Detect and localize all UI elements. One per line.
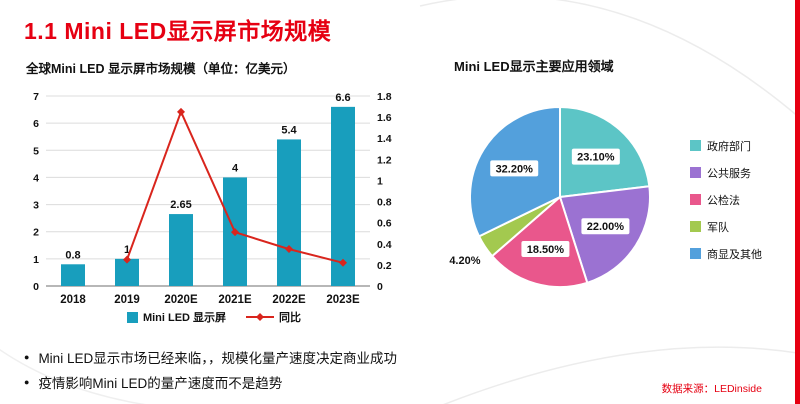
svg-text:0.6: 0.6	[377, 218, 392, 230]
bullet-text: Mini LED显示市场已经来临，，规模化量产速度决定商业成功	[38, 351, 397, 366]
bar-series-swatch	[126, 311, 138, 323]
pie-legend-label: 公检法	[707, 194, 740, 207]
svg-text:0: 0	[377, 281, 383, 293]
svg-text:2020E: 2020E	[164, 294, 198, 306]
pie-legend-item-3: 军队	[690, 219, 762, 235]
pie-legend-item-2: 公检法	[690, 192, 762, 208]
pie-legend-swatch	[690, 167, 701, 178]
svg-text:4: 4	[33, 172, 39, 184]
line-marker	[231, 228, 239, 237]
svg-text:1.8: 1.8	[377, 91, 392, 103]
pie-legend-swatch	[690, 140, 701, 151]
svg-text:2: 2	[33, 227, 39, 239]
right-edge-accent-bar	[795, 0, 800, 404]
bar-legend: Mini LED 显示屏 同比	[20, 309, 408, 325]
market-size-chart-section: 全球Mini LED 显示屏市场规模（单位：亿美元） 0 1 2 3 4 5 6 7 0 0.2 0…	[20, 58, 420, 325]
bullet-dot-icon: ●	[24, 376, 30, 387]
bar-2020E	[169, 214, 193, 286]
pie-legend-item-4: 商显及其他	[690, 246, 762, 262]
bar-2018	[61, 264, 85, 286]
legend-item-line-series: 同比	[246, 309, 301, 325]
application-areas-section: Mini LED显示主要应用领域 23.10% 22.00% 18.50% 4.20%…	[438, 56, 790, 322]
svg-text:0.8: 0.8	[65, 249, 80, 261]
svg-text:6: 6	[33, 118, 39, 130]
svg-text:2022E: 2022E	[272, 294, 306, 306]
pie-legend-item-1: 公共服务	[690, 165, 762, 181]
pie-slice-1	[558, 185, 651, 285]
bar-line-chart: 0 1 2 3 4 5 6 7 0 0.2 0.4 0.6 0.8 1 1.2 1.4 1.6 1.8 0.8 201…	[33, 91, 392, 306]
svg-text:0.4: 0.4	[377, 239, 392, 251]
svg-text:0.8: 0.8	[377, 197, 392, 209]
svg-text:6.6: 6.6	[335, 92, 350, 104]
key-points: ● Mini LED显示市场已经来临，，规模化量产速度决定商业成功 ● 疫情影响…	[24, 347, 397, 397]
bar-chart-title: 全球Mini LED 显示屏市场规模（单位：亿美元）	[26, 62, 296, 76]
svg-text:0.2: 0.2	[377, 260, 392, 272]
pie-chart: 23.10% 22.00% 18.50% 4.20% 32.20%	[440, 105, 651, 288]
pie-legend-label: 商显及其他	[707, 248, 762, 261]
svg-text:1: 1	[124, 244, 130, 256]
svg-text:2021E: 2021E	[218, 294, 252, 306]
line-series-marker-icon	[246, 313, 275, 321]
svg-text:4.20%: 4.20%	[449, 255, 480, 267]
svg-text:1.2: 1.2	[377, 154, 392, 166]
pie-legend-label: 军队	[707, 221, 729, 234]
bullet-line: ● 疫情影响Mini LED的量产速度而不是趋势	[24, 372, 397, 392]
bullet-text: 疫情影响Mini LED的量产速度而不是趋势	[38, 376, 283, 391]
bar-series-label: Mini LED 显示屏	[142, 312, 227, 324]
svg-text:22.00%: 22.00%	[587, 221, 625, 233]
pie-legend-label: 政府部门	[707, 140, 751, 153]
pie-legend-swatch	[690, 248, 701, 259]
svg-text:23.10%: 23.10%	[577, 152, 615, 164]
svg-text:1.4: 1.4	[377, 133, 392, 145]
svg-text:2018: 2018	[60, 294, 86, 306]
svg-text:2019: 2019	[114, 294, 140, 306]
svg-text:0: 0	[33, 281, 39, 293]
data-source-note: 数据来源：LEDinside	[661, 383, 762, 395]
svg-text:18.50%: 18.50%	[527, 244, 565, 256]
svg-text:7: 7	[33, 91, 39, 103]
line-series-label: 同比	[279, 312, 302, 324]
svg-text:2023E: 2023E	[326, 294, 360, 306]
bullet-line: ● Mini LED显示市场已经来临，，规模化量产速度决定商业成功	[24, 347, 397, 367]
svg-text:2.65: 2.65	[170, 199, 191, 211]
line-marker	[339, 258, 347, 267]
pie-legend-swatch	[690, 221, 701, 232]
svg-text:3: 3	[33, 200, 39, 212]
pie-legend: 政府部门公共服务公检法军队商显及其他	[690, 138, 762, 262]
line-marker	[123, 255, 131, 264]
pie-chart-title: Mini LED显示主要应用领域	[454, 59, 614, 74]
svg-text:5.4: 5.4	[281, 124, 297, 136]
svg-text:32.20%: 32.20%	[496, 163, 534, 175]
svg-text:1: 1	[33, 254, 39, 266]
legend-item-bar-series: Mini LED 显示屏	[126, 309, 227, 325]
svg-text:4: 4	[232, 162, 239, 174]
svg-text:5: 5	[33, 145, 39, 157]
page-title: 1.1 Mini LED显示屏市场规模	[24, 18, 332, 44]
svg-text:1.6: 1.6	[377, 112, 392, 124]
bar-2023E	[331, 106, 355, 286]
pie-wrap: 23.10% 22.00% 18.50% 4.20% 32.20% 政府部门公共服务公检…	[438, 77, 790, 322]
bullet-dot-icon: ●	[24, 351, 30, 362]
pie-legend-item-0: 政府部门	[690, 138, 762, 154]
pie-legend-label: 公共服务	[707, 167, 751, 180]
line-marker	[285, 245, 293, 254]
line-marker	[177, 107, 185, 116]
svg-text:1: 1	[377, 175, 383, 187]
pie-legend-swatch	[690, 194, 701, 205]
bar-2022E	[277, 139, 301, 286]
